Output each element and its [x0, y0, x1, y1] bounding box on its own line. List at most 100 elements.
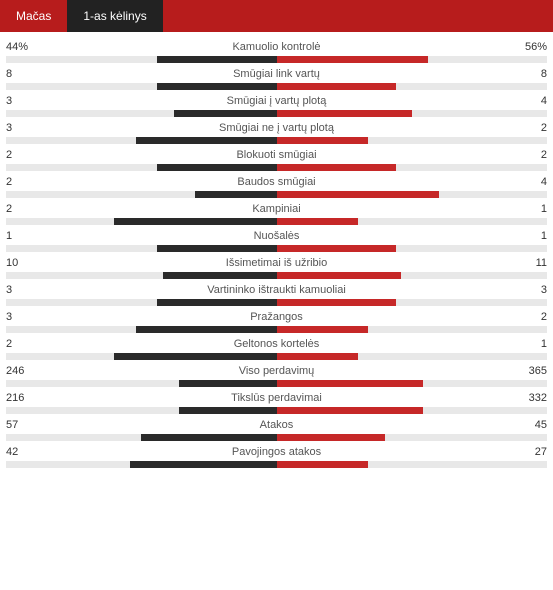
- stat-row: 3Pražangos2: [6, 308, 547, 333]
- stat-value-right: 4: [503, 176, 547, 188]
- stat-header: 57Atakos45: [6, 416, 547, 434]
- stat-header: 42Pavojingos atakos27: [6, 443, 547, 461]
- stat-bar-left: [114, 353, 276, 360]
- stat-label: Atakos: [50, 419, 503, 431]
- stat-header: 44%Kamuolio kontrolė56%: [6, 38, 547, 56]
- stat-value-left: 3: [6, 95, 50, 107]
- stat-label: Vartininko ištraukti kamuoliai: [50, 284, 503, 296]
- stat-value-right: 2: [503, 149, 547, 161]
- stat-header: 10Išsimetimai iš užribio11: [6, 254, 547, 272]
- stat-header: 246Viso perdavimų365: [6, 362, 547, 380]
- stat-header: 3Smūgiai ne į vartų plotą2: [6, 119, 547, 137]
- stat-value-left: 2: [6, 176, 50, 188]
- stat-row: 8Smūgiai link vartų8: [6, 65, 547, 90]
- stat-bar-track: [6, 218, 547, 225]
- stat-bar-left: [174, 110, 277, 117]
- stat-label: Baudos smūgiai: [50, 176, 503, 188]
- stat-value-right: 3: [503, 284, 547, 296]
- stat-label: Smūgiai į vartų plotą: [50, 95, 503, 107]
- stat-bar-right: [277, 434, 385, 441]
- stat-row: 2Baudos smūgiai4: [6, 173, 547, 198]
- stat-bar-right: [277, 272, 401, 279]
- stat-bar-right: [277, 407, 423, 414]
- stat-value-right: 56%: [503, 41, 547, 53]
- stat-row: 216Tikslūs perdavimai332: [6, 389, 547, 414]
- stat-bar-track: [6, 137, 547, 144]
- stat-bar-left: [195, 191, 276, 198]
- stat-bar-right: [277, 461, 369, 468]
- stat-value-left: 42: [6, 446, 50, 458]
- stat-bar-left: [163, 272, 277, 279]
- stat-bar-left: [157, 245, 276, 252]
- stat-label: Pavojingos atakos: [50, 446, 503, 458]
- stat-bar-track: [6, 461, 547, 468]
- stat-label: Tikslūs perdavimai: [50, 392, 503, 404]
- stat-header: 3Vartininko ištraukti kamuoliai3: [6, 281, 547, 299]
- stat-label: Išsimetimai iš užribio: [50, 257, 503, 269]
- stat-row: 2Kampiniai1: [6, 200, 547, 225]
- stat-header: 3Smūgiai į vartų plotą4: [6, 92, 547, 110]
- stat-bar-right: [277, 245, 396, 252]
- stat-bar-right: [277, 218, 358, 225]
- stat-bar-track: [6, 272, 547, 279]
- stat-bar-left: [136, 137, 277, 144]
- stat-bar-right: [277, 299, 396, 306]
- stat-bar-track: [6, 299, 547, 306]
- stat-label: Geltonos kortelės: [50, 338, 503, 350]
- tab-match[interactable]: Mačas: [0, 0, 67, 32]
- stat-row: 3Smūgiai ne į vartų plotą2: [6, 119, 547, 144]
- stat-bar-right: [277, 56, 428, 63]
- stat-value-left: 2: [6, 338, 50, 350]
- stat-bar-track: [6, 326, 547, 333]
- stat-bar-track: [6, 407, 547, 414]
- stat-header: 2Geltonos kortelės1: [6, 335, 547, 353]
- stat-label: Blokuoti smūgiai: [50, 149, 503, 161]
- stat-bar-left: [157, 299, 276, 306]
- stat-label: Pražangos: [50, 311, 503, 323]
- stat-bar-track: [6, 164, 547, 171]
- stat-bar-right: [277, 83, 396, 90]
- stat-bar-track: [6, 353, 547, 360]
- tab-first-half[interactable]: 1-as kėlinys: [67, 0, 162, 32]
- stat-bar-left: [130, 461, 276, 468]
- stat-header: 3Pražangos2: [6, 308, 547, 326]
- stat-label: Smūgiai ne į vartų plotą: [50, 122, 503, 134]
- stat-value-left: 1: [6, 230, 50, 242]
- stats-container: 44%Kamuolio kontrolė56% 8Smūgiai link var…: [0, 32, 553, 478]
- stat-bar-right: [277, 164, 396, 171]
- stat-bar-track: [6, 110, 547, 117]
- stat-value-right: 4: [503, 95, 547, 107]
- stat-header: 216Tikslūs perdavimai332: [6, 389, 547, 407]
- stat-row: 3Vartininko ištraukti kamuoliai3: [6, 281, 547, 306]
- stat-value-right: 45: [503, 419, 547, 431]
- stat-bar-left: [157, 164, 276, 171]
- stat-header: 2Kampiniai1: [6, 200, 547, 218]
- stat-row: 1Nuošalės1: [6, 227, 547, 252]
- stat-label: Nuošalės: [50, 230, 503, 242]
- stat-header: 8Smūgiai link vartų8: [6, 65, 547, 83]
- stat-row: 3Smūgiai į vartų plotą4: [6, 92, 547, 117]
- stat-bar-left: [179, 407, 276, 414]
- stat-bar-track: [6, 191, 547, 198]
- stat-value-right: 2: [503, 122, 547, 134]
- stat-row: 2Blokuoti smūgiai2: [6, 146, 547, 171]
- stat-value-left: 44%: [6, 41, 50, 53]
- stat-value-left: 3: [6, 284, 50, 296]
- stat-bar-left: [141, 434, 276, 441]
- stat-row: 44%Kamuolio kontrolė56%: [6, 38, 547, 63]
- stat-label: Kamuolio kontrolė: [50, 41, 503, 53]
- stat-value-right: 11: [503, 257, 547, 269]
- stat-value-left: 2: [6, 149, 50, 161]
- stat-bar-left: [157, 56, 276, 63]
- stat-bar-track: [6, 380, 547, 387]
- stat-bar-right: [277, 353, 358, 360]
- stat-header: 2Blokuoti smūgiai2: [6, 146, 547, 164]
- stat-header: 2Baudos smūgiai4: [6, 173, 547, 191]
- stat-value-right: 365: [503, 365, 547, 377]
- stat-bar-left: [179, 380, 276, 387]
- stat-bar-right: [277, 110, 412, 117]
- stat-value-right: 2: [503, 311, 547, 323]
- stat-bar-left: [157, 83, 276, 90]
- stat-label: Kampiniai: [50, 203, 503, 215]
- stat-row: 2Geltonos kortelės1: [6, 335, 547, 360]
